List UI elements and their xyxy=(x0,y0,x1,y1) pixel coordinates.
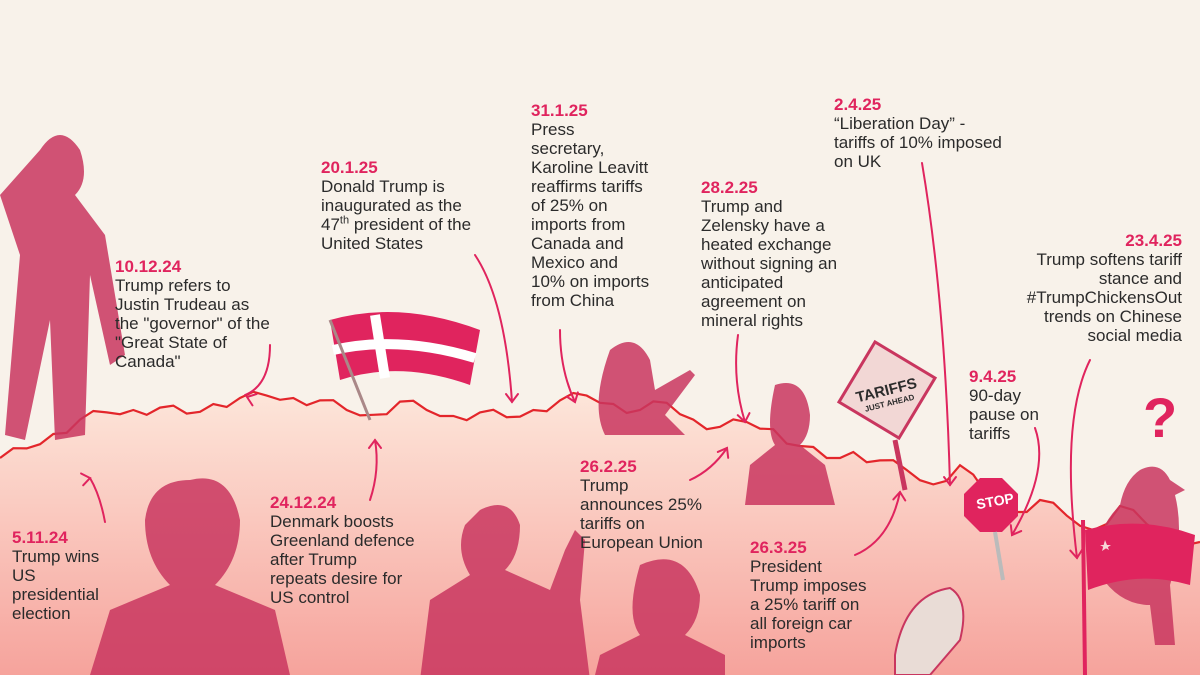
arrow-10-12-24 xyxy=(244,344,271,407)
leavitt-figure xyxy=(598,342,695,435)
event-text: Press secretary, Karoline Leavitt reaffi… xyxy=(531,120,650,310)
ordinal-suffix: th xyxy=(339,214,350,227)
arrow-5-11-24 xyxy=(80,472,106,523)
von-der-leyen-figure xyxy=(595,559,725,675)
event-26-3-25: 26.3.25 President Trump imposes a 25% ta… xyxy=(750,538,910,652)
event-date: 28.2.25 xyxy=(701,178,758,197)
event-10-12-24: 10.12.24 Trump refers to Justin Trudeau … xyxy=(115,257,315,371)
event-date: 9.4.25 xyxy=(969,367,1017,386)
event-text-line1: Donald Trump is xyxy=(321,177,445,196)
event-text-line2: inaugurated as the xyxy=(321,196,462,215)
stop-sign-icon xyxy=(964,478,1018,581)
event-text: Trump refers to Justin Trudeau as the "g… xyxy=(115,276,270,371)
ordinal-rest: president of the xyxy=(349,215,472,234)
event-text: Denmark boosts Greenland defence after T… xyxy=(270,512,415,607)
arrow-23-4-25 xyxy=(1069,359,1091,560)
event-date: 2.4.25 xyxy=(834,95,882,114)
ordinal-number: 47 xyxy=(321,215,340,234)
event-date: 5.11.24 xyxy=(12,528,68,547)
arrow-20-1-25 xyxy=(474,254,519,404)
event-2-4-25: 2.4.25 “Liberation Day” - tariffs of 10%… xyxy=(834,95,1054,171)
zelensky-figure xyxy=(745,383,835,505)
arrow-28-2-25 xyxy=(735,334,751,424)
event-9-4-25: 9.4.25 90-day pause on tariffs xyxy=(969,367,1059,443)
chart-area xyxy=(0,391,1200,675)
arrow-26-2-25 xyxy=(689,446,730,481)
trump-inauguration-figure xyxy=(420,505,590,675)
event-text: 90-day pause on tariffs xyxy=(969,386,1039,443)
event-text-line3: 47th president of the xyxy=(321,215,521,234)
arrow-9-4-25 xyxy=(1009,427,1041,537)
event-text: Trump wins US presidential election xyxy=(12,547,100,623)
event-date: 26.2.25 xyxy=(580,457,637,476)
arrow-24-12-24 xyxy=(368,438,382,501)
event-date: 24.12.24 xyxy=(270,493,337,512)
event-text: President Trump imposes a 25% tariff on … xyxy=(750,557,867,652)
event-20-1-25: 20.1.25 Donald Trump is inaugurated as t… xyxy=(321,158,521,253)
event-date: 31.1.25 xyxy=(531,101,588,120)
event-text: Trump announces 25% tariffs on European … xyxy=(580,476,703,552)
question-mark-icon: ? xyxy=(1143,386,1178,449)
event-text: Trump softens tariff stance and #TrumpCh… xyxy=(1026,250,1182,345)
event-23-4-25: 23.4.25 Trump softens tariff stance and … xyxy=(985,231,1182,345)
event-5-11-24: 5.11.24 Trump wins US presidential elect… xyxy=(12,528,142,623)
event-31-1-25: 31.1.25 Press secretary, Karoline Leavit… xyxy=(531,101,691,310)
china-flag-icon xyxy=(1081,519,1195,675)
arrow-26-3-25 xyxy=(854,490,907,556)
event-date: 10.12.24 xyxy=(115,257,182,276)
event-text: Trump and Zelensky have a heated exchang… xyxy=(701,197,838,330)
event-26-2-25: 26.2.25 Trump announces 25% tariffs on E… xyxy=(580,457,740,552)
event-text-line4: United States xyxy=(321,234,424,253)
event-date: 20.1.25 xyxy=(321,158,378,177)
trudeau-figure xyxy=(90,478,290,675)
trump-walking-figure xyxy=(0,135,125,440)
event-24-12-24: 24.12.24 Denmark boosts Greenland defenc… xyxy=(270,493,470,607)
arrow-2-4-25 xyxy=(921,162,957,487)
event-date: 23.4.25 xyxy=(1125,231,1182,250)
event-date: 26.3.25 xyxy=(750,538,807,557)
tariffs-sign-icon xyxy=(836,339,938,491)
car-icon xyxy=(894,586,965,675)
arrow-31-1-25 xyxy=(559,329,579,404)
event-text: “Liberation Day” - tariffs of 10% impose… xyxy=(834,114,1002,171)
event-28-2-25: 28.2.25 Trump and Zelensky have a heated… xyxy=(701,178,891,330)
denmark-flag-icon xyxy=(328,312,480,421)
